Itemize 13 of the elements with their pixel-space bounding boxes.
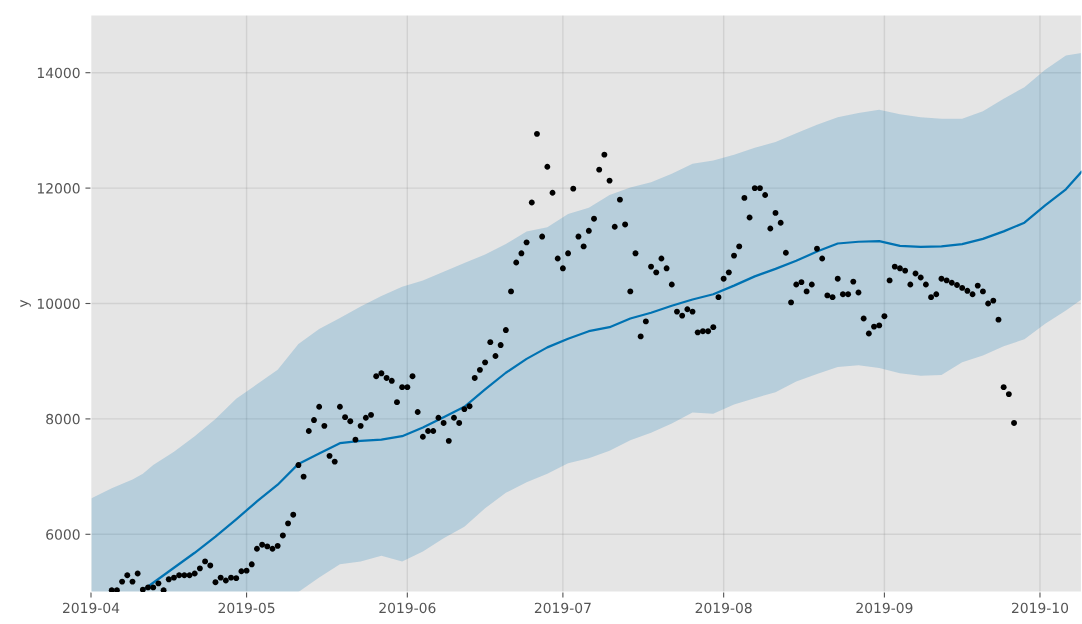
y-axis-title: y [20,299,31,308]
x-tick-label: 2019-09 [856,602,913,614]
x-tick-label: 2019-07 [534,602,591,614]
y-tick-label: 12000 [37,183,80,194]
y-tick-label: 8000 [46,413,80,425]
x-tick-label: 2019-08 [695,602,752,614]
x-tick-label: 2019-04 [63,602,120,614]
y-tick-label: 14000 [37,67,80,79]
y-tick-label: 6000 [46,529,80,540]
x-tick-label: 2019-06 [379,602,436,614]
x-tick-label: 2019-05 [218,602,275,614]
y-tick-label: 10000 [37,298,80,309]
x-tick-label: 2019-10 [1011,602,1069,614]
